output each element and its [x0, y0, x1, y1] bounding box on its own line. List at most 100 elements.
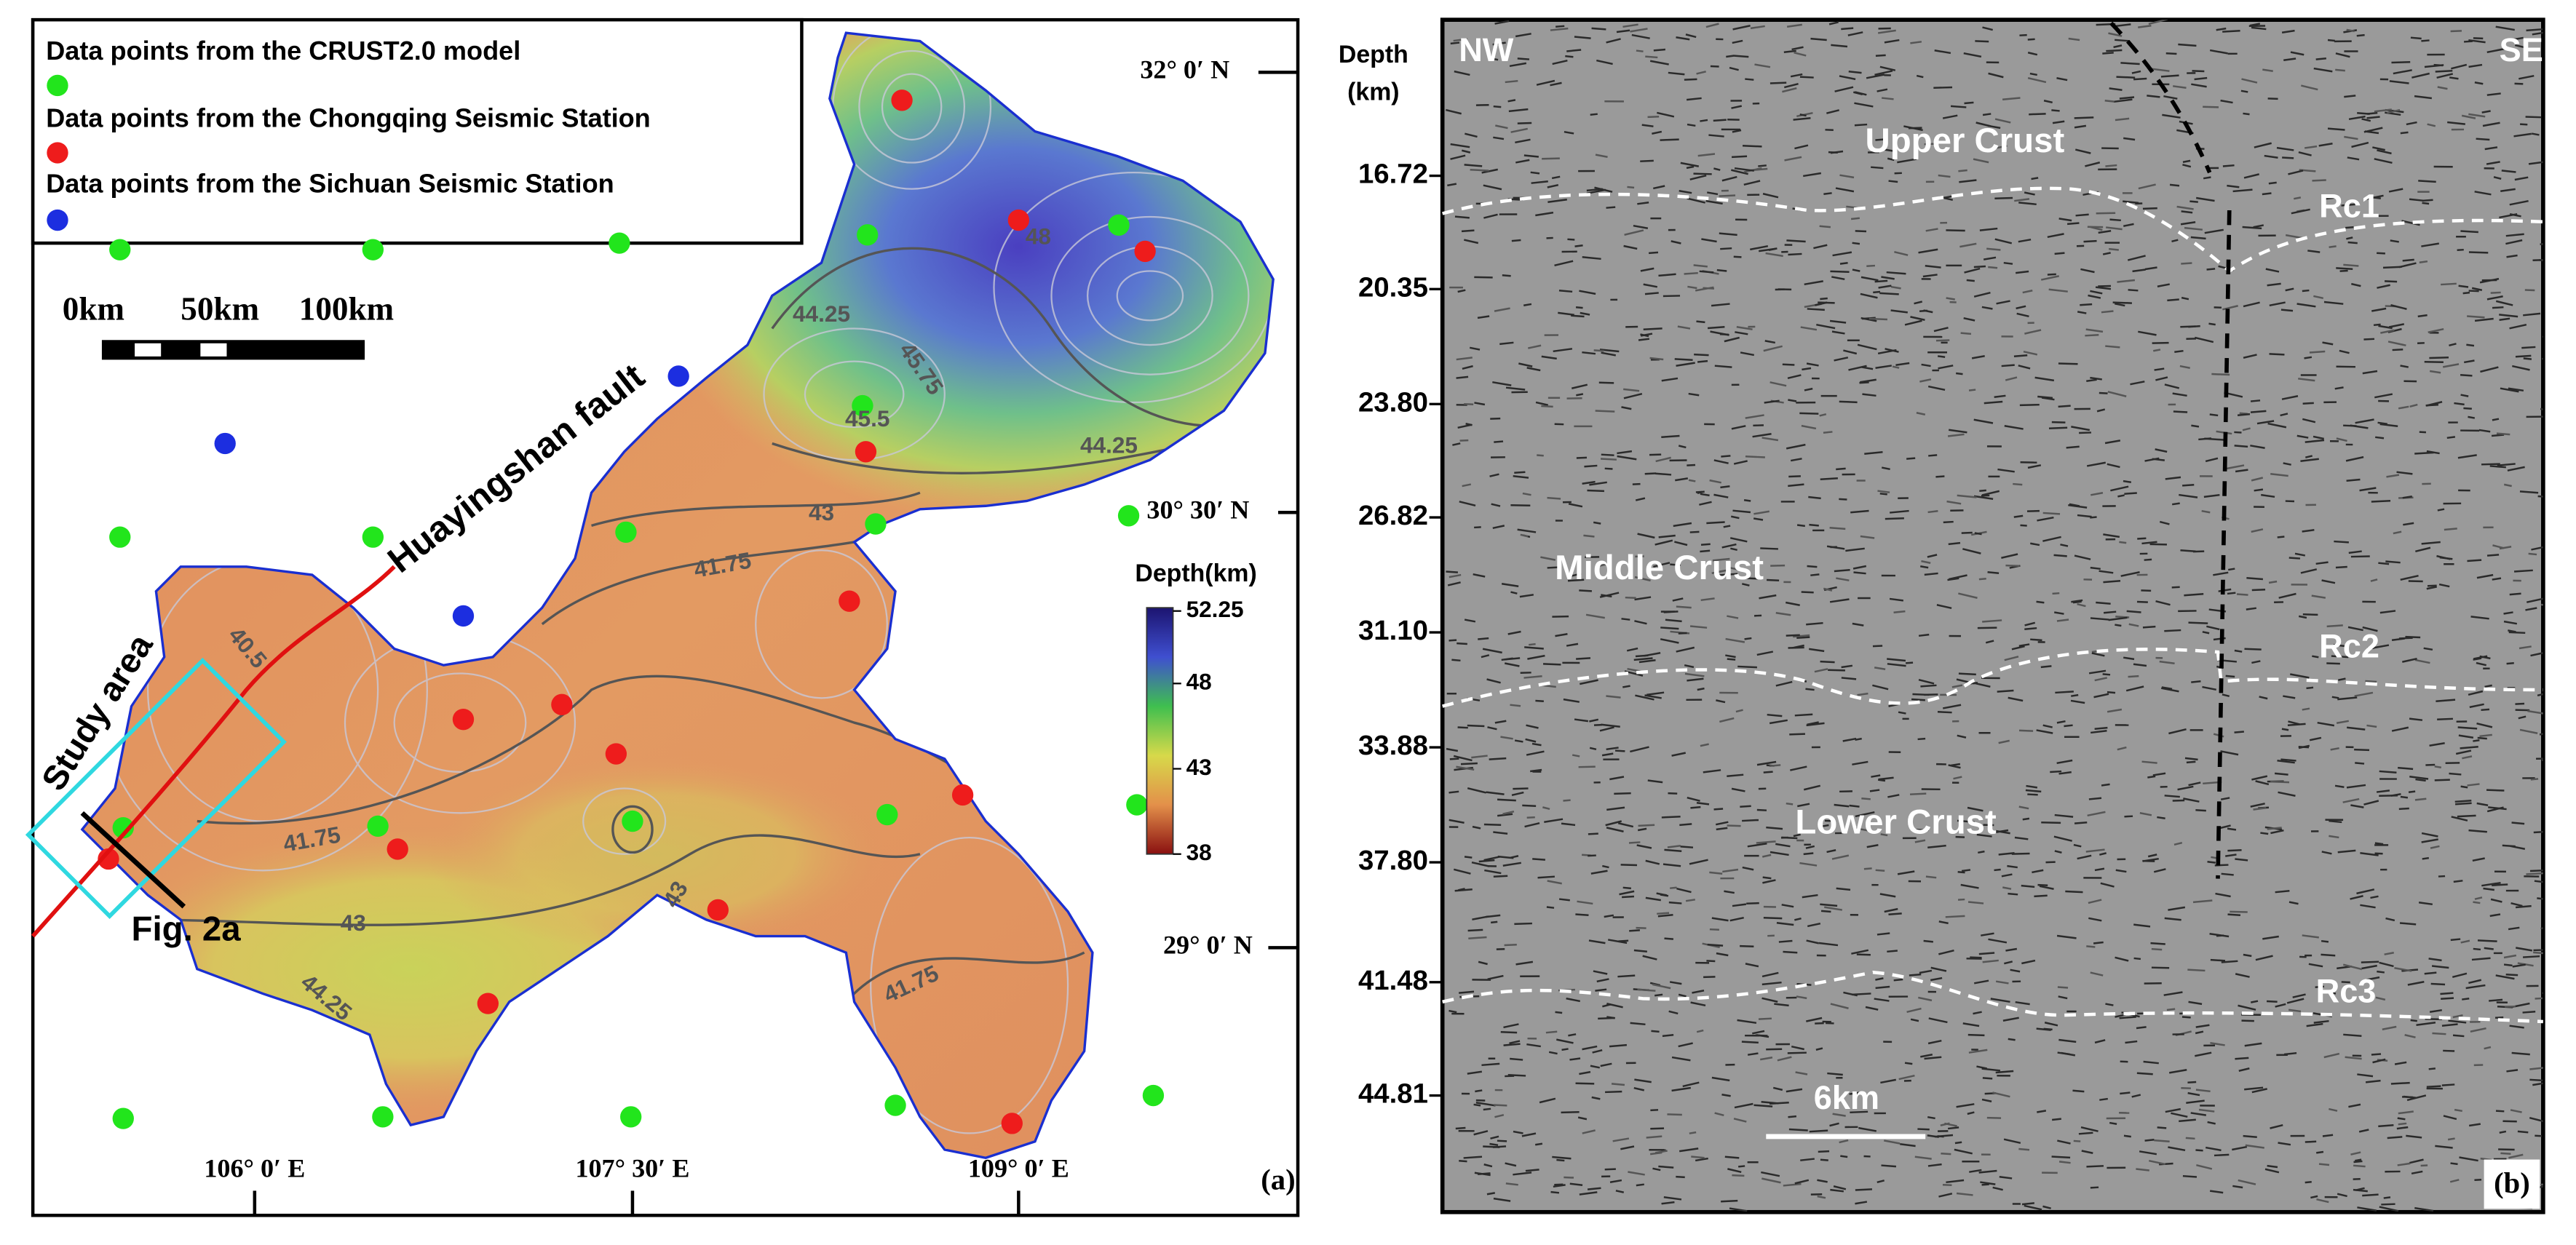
- reflection-dash: [2178, 43, 2197, 47]
- reflection-dash: [1494, 20, 1510, 25]
- reflection-dash: [1791, 1045, 1804, 1051]
- reflection-dash: [1504, 944, 1517, 947]
- reflection-dash: [2514, 176, 2529, 181]
- reflection-dash: [1661, 815, 1681, 819]
- reflection-dash: [1515, 159, 1530, 164]
- reflection-dash: [2394, 967, 2412, 972]
- reflection-dash: [1793, 634, 1810, 638]
- reflection-dash: [2071, 693, 2079, 697]
- reflection-dash: [2416, 1022, 2436, 1027]
- reflection-dash: [2440, 992, 2454, 995]
- reflection-dash: [1558, 289, 1573, 293]
- reflection-dash: [2157, 283, 2170, 287]
- reflection-dash: [2335, 52, 2350, 58]
- reflection-dash: [2210, 1042, 2225, 1046]
- reflection-dash: [1725, 654, 1736, 659]
- reflection-dash: [2163, 991, 2183, 996]
- reflection-dash: [2335, 565, 2347, 569]
- reflection-dash: [2181, 296, 2189, 301]
- reflection-dash: [1467, 724, 1485, 728]
- reflection-dash: [1910, 316, 1925, 321]
- reflection-dash: [2124, 815, 2133, 818]
- reflection-dash: [2508, 1153, 2524, 1159]
- reflection-dash: [2519, 728, 2538, 734]
- reflection-dash: [2468, 979, 2482, 985]
- reflection-dash: [1761, 1177, 1781, 1184]
- reflection-dash: [1839, 174, 1855, 179]
- reflection-dash: [1756, 840, 1776, 844]
- chongqing-point: [839, 590, 860, 612]
- reflection-dash: [2491, 434, 2505, 437]
- reflection-dash: [1750, 25, 1765, 30]
- reflection-dash: [1492, 525, 1505, 530]
- reflection-dash: [2525, 607, 2537, 611]
- reflection-dash: [1541, 355, 1557, 360]
- reflection-dash: [2243, 301, 2260, 308]
- reflection-dash: [1716, 821, 1729, 826]
- reflection-dash: [2262, 192, 2272, 196]
- reflection-dash: [1790, 765, 1807, 771]
- reflection-dash: [1606, 1016, 1616, 1019]
- reflection-dash: [2304, 145, 2318, 149]
- reflection-dash: [2393, 69, 2412, 75]
- reflection-dash: [1654, 472, 1672, 476]
- reflection-dash: [2016, 312, 2029, 317]
- reflection-dash: [2053, 835, 2072, 842]
- reflection-dash: [1468, 936, 1487, 940]
- reflection-dash: [2329, 819, 2342, 824]
- reflection-dash: [2474, 317, 2494, 322]
- reflection-dash: [1731, 155, 1748, 159]
- reflection-dash: [2160, 687, 2179, 693]
- reflection-dash: [2180, 221, 2196, 226]
- reflection-dash: [1481, 168, 1499, 174]
- reflection-dash: [2024, 627, 2037, 631]
- reflection-dash: [1703, 976, 1716, 979]
- reflection-dash: [1706, 960, 1716, 963]
- reflection-dash: [2510, 1109, 2522, 1113]
- reflection-dash: [2323, 991, 2337, 995]
- reflection-dash: [2291, 208, 2310, 215]
- reflection-dash: [1960, 883, 1979, 889]
- reflection-dash: [1596, 59, 1613, 65]
- reflection-dash: [1491, 57, 1499, 61]
- crust-point: [1142, 1084, 1165, 1107]
- reflection-dash: [2300, 568, 2318, 574]
- reflection-dash: [1942, 704, 1962, 709]
- reflection-dash: [1566, 997, 1581, 1003]
- reflection-dash: [2409, 403, 2418, 407]
- reflection-dash: [2115, 117, 2130, 122]
- reflection-dash: [1483, 856, 1500, 862]
- reflection-dash: [2370, 578, 2378, 582]
- reflection-dash: [2008, 696, 2024, 702]
- reflection-dash: [1730, 547, 1737, 552]
- reflection-dash: [1602, 864, 1609, 869]
- reflection-dash: [1589, 747, 1597, 751]
- chongqing-point: [605, 743, 627, 765]
- reflection-dash: [2056, 934, 2077, 939]
- reflection-dash: [1499, 341, 1514, 346]
- reflection-dash: [1687, 464, 1696, 466]
- reflection-dash: [2090, 376, 2102, 381]
- reflection-dash: [1448, 1009, 1457, 1014]
- reflection-dash: [1609, 1043, 1628, 1048]
- reflection-dash: [2471, 957, 2491, 961]
- reflection-dash: [1582, 256, 1601, 260]
- reflection-dash: [2288, 557, 2301, 560]
- reflection-dash: [2336, 437, 2347, 442]
- reflection-dash: [1852, 622, 1864, 627]
- reflection-dash: [1628, 1171, 1645, 1176]
- reflection-dash: [2382, 1025, 2397, 1030]
- reflection-dash: [1988, 266, 1998, 269]
- reflection-dash: [1841, 677, 1857, 680]
- reflection-dash: [2085, 328, 2104, 333]
- reflection-dash: [1684, 664, 1695, 669]
- reflection-dash: [1881, 466, 1890, 471]
- reflection-dash: [2371, 644, 2390, 649]
- reflection-dash: [2088, 669, 2107, 675]
- reflection-dash: [2195, 1024, 2210, 1028]
- reflection-dash: [1936, 604, 1952, 610]
- reflection-dash: [2481, 463, 2500, 466]
- reflection-dash: [1510, 1057, 1523, 1061]
- reflection-dash: [2283, 462, 2291, 466]
